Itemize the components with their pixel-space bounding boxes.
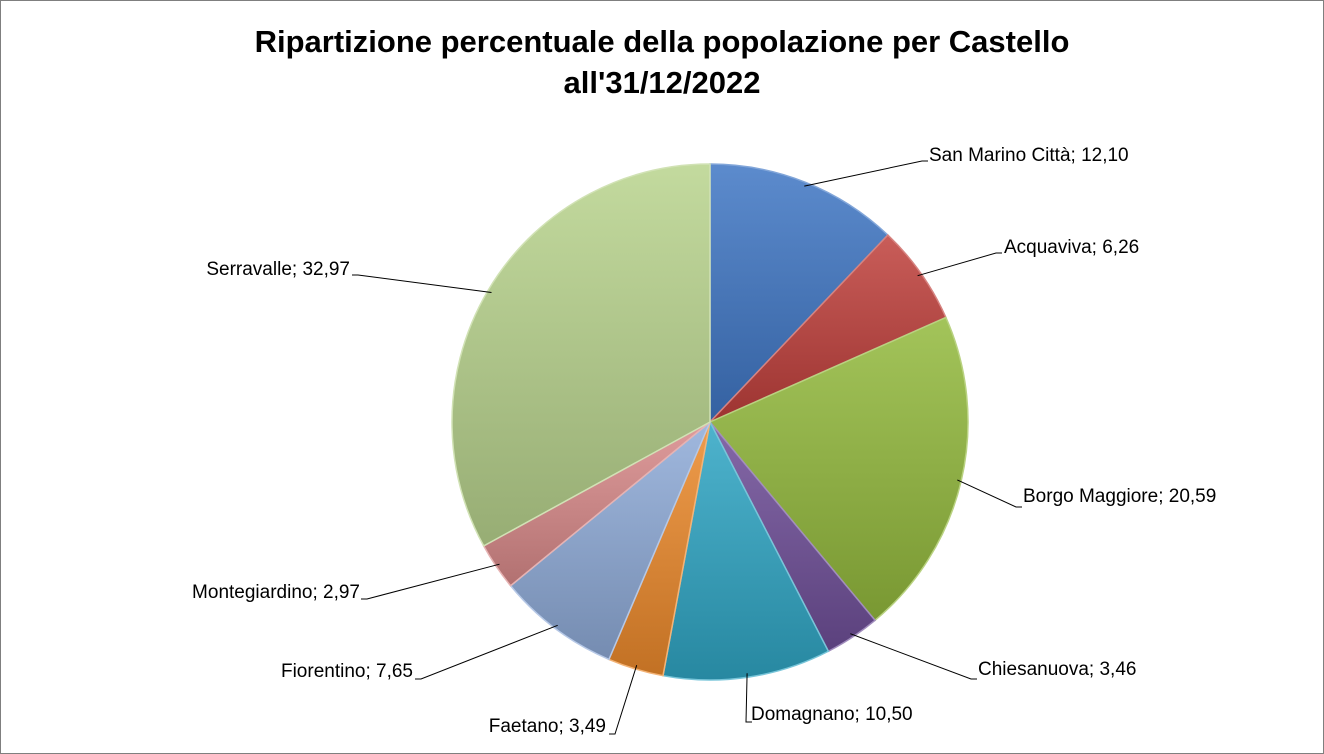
pie-slice-san-marino-citt-	[709, 163, 889, 424]
leader-line	[850, 633, 977, 680]
data-label: San Marino Città; 12,10	[929, 145, 1129, 166]
leader-line	[917, 252, 1002, 277]
leader-line	[415, 624, 558, 680]
leader-line	[745, 673, 752, 723]
data-label: Fiorentino; 7,65	[281, 661, 413, 682]
pie-slice-fiorentino	[509, 421, 711, 661]
pie-slice-serravalle	[451, 163, 711, 547]
chart-title-line-1: Ripartizione percentuale della popolazio…	[254, 24, 1070, 59]
pie-slice-domagnano	[662, 419, 830, 681]
leader-line	[957, 479, 1022, 508]
data-label: Domagnano; 10,50	[751, 704, 913, 725]
chart-title-line-2: all'31/12/2022	[563, 65, 761, 100]
data-label: Serravalle; 32,97	[206, 259, 350, 280]
pie-slice-borgo-maggiore	[708, 316, 969, 622]
data-label: Borgo Maggiore; 20,59	[1023, 486, 1216, 507]
data-label: Faetano; 3,49	[489, 716, 606, 737]
leader-line	[352, 274, 492, 293]
data-label: Acquaviva; 6,26	[1004, 237, 1139, 258]
data-label: Chiesanuova; 3,46	[978, 659, 1136, 680]
chart-title: Ripartizione percentuale della popolazio…	[1, 21, 1323, 103]
data-label: Montegiardino; 2,97	[192, 582, 360, 603]
leader-line	[609, 665, 638, 735]
leader-line	[804, 160, 928, 187]
leader-line	[361, 563, 500, 600]
